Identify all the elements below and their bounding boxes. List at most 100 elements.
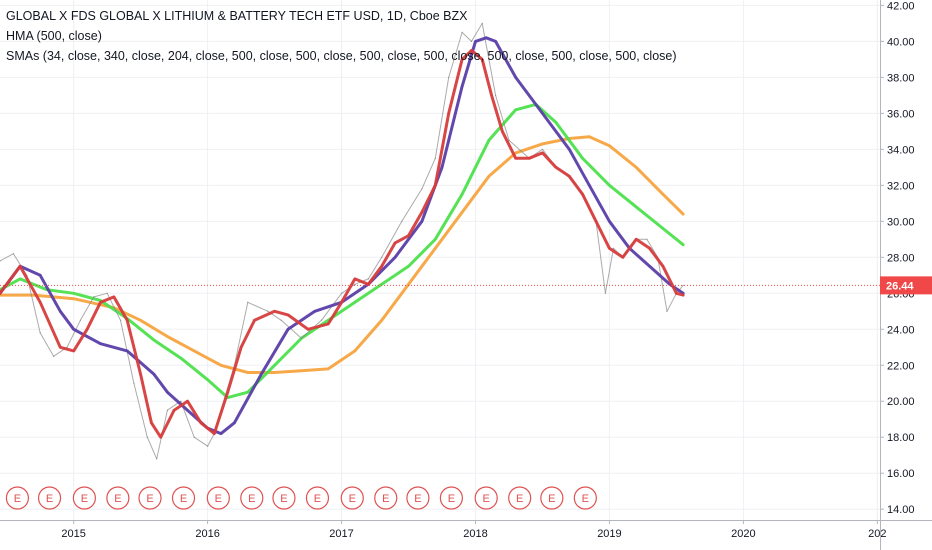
point-sma-red <box>380 265 383 268</box>
earnings-marker-label: E <box>382 493 389 505</box>
x-tick-label: 2016 <box>195 528 219 540</box>
point-sma-red <box>354 277 356 280</box>
point-hma-purple <box>588 184 591 187</box>
point-price <box>247 301 249 303</box>
point-price <box>0 260 1 262</box>
y-tick-label: 14.00 <box>887 504 915 516</box>
point-sma-orange <box>541 143 544 145</box>
last-price-badge <box>880 276 932 295</box>
point-sma-red <box>139 373 142 376</box>
point-hma-purple <box>485 36 488 39</box>
point-sma-red <box>595 220 597 223</box>
earnings-marker-circle <box>5 486 30 510</box>
earnings-marker-circle <box>374 486 398 510</box>
earnings-marker[interactable]: E <box>340 486 364 510</box>
point-hma-purple <box>394 256 397 259</box>
earnings-marker[interactable]: E <box>374 486 398 510</box>
sma-indicator-label[interactable]: SMAs (34, close, 340, close, 204, close,… <box>6 49 677 63</box>
earnings-marker-circle <box>106 486 130 510</box>
earnings-marker-circle <box>508 486 532 510</box>
point-sma-red <box>287 313 289 316</box>
earnings-marker-label: E <box>215 493 222 505</box>
point-sma-red <box>568 175 571 178</box>
point-sma-green <box>434 238 437 241</box>
point-sma-red <box>0 292 1 295</box>
point-sma-orange <box>220 364 222 367</box>
point-sma-red <box>675 292 678 295</box>
point-sma-green <box>461 193 464 196</box>
point-sma-orange <box>72 297 75 300</box>
point-hma-purple <box>494 40 497 43</box>
earnings-marker-circle <box>272 486 296 510</box>
earnings-marker-circle <box>72 486 96 510</box>
point-hma-purple <box>126 349 129 352</box>
point-sma-red <box>434 184 437 187</box>
earnings-marker[interactable]: E <box>37 486 62 510</box>
earnings-marker[interactable]: E <box>439 486 463 510</box>
point-sma-red <box>112 295 115 298</box>
earnings-marker-label: E <box>349 493 356 505</box>
point-price <box>488 58 490 60</box>
earnings-marker[interactable]: E <box>540 486 564 510</box>
point-sma-red <box>621 256 624 259</box>
earnings-marker[interactable]: E <box>240 486 264 510</box>
point-sma-orange <box>300 369 303 372</box>
earnings-marker[interactable]: E <box>138 486 162 510</box>
point-price <box>119 319 122 321</box>
point-sma-red <box>447 112 450 115</box>
point-sma-red <box>367 283 370 286</box>
earnings-marker[interactable]: E <box>272 486 296 510</box>
earnings-marker[interactable]: E <box>5 486 30 510</box>
point-sma-green <box>153 339 155 341</box>
point-sma-green <box>72 292 75 295</box>
point-sma-orange <box>273 371 276 374</box>
earnings-marker[interactable]: E <box>171 486 196 510</box>
point-price <box>52 355 55 357</box>
point-price <box>267 310 269 312</box>
point-hma-purple <box>220 432 222 435</box>
point-sma-green <box>407 265 410 268</box>
point-price <box>93 296 95 298</box>
earnings-marker-label: E <box>280 493 287 505</box>
earnings-marker[interactable]: E <box>106 486 130 510</box>
point-sma-red <box>541 152 544 154</box>
point-sma-red <box>86 328 88 331</box>
point-price <box>106 292 108 294</box>
chart-title[interactable]: GLOBAL X FDS GLOBAL X LITHIUM & BATTERY … <box>6 9 468 23</box>
point-sma-red <box>253 319 256 322</box>
point-hma-purple <box>166 391 169 394</box>
point-price <box>666 310 668 312</box>
point-sma-green <box>179 357 182 359</box>
earnings-marker[interactable]: E <box>573 486 597 510</box>
point-sma-green <box>273 364 276 367</box>
point-price <box>320 319 323 321</box>
point-hma-purple <box>313 310 316 313</box>
point-price <box>461 31 463 33</box>
point-sma-red <box>72 349 75 352</box>
y-tick-label: 16.00 <box>887 468 915 480</box>
point-price <box>481 22 483 24</box>
earnings-marker[interactable]: E <box>206 486 230 510</box>
earnings-marker[interactable]: E <box>406 486 430 510</box>
point-hma-purple <box>233 421 236 424</box>
earnings-marker[interactable]: E <box>72 486 96 510</box>
hma-indicator-label[interactable]: HMA (500, close) <box>6 29 102 43</box>
earnings-marker[interactable]: E <box>508 486 532 510</box>
earnings-marker[interactable]: E <box>474 486 498 510</box>
point-price <box>508 139 510 141</box>
point-price <box>193 436 195 438</box>
point-sma-green <box>487 139 490 142</box>
point-hma-purple <box>287 328 289 331</box>
point-price <box>207 445 209 447</box>
earnings-marker-label: E <box>180 493 187 505</box>
earnings-marker[interactable]: E <box>305 486 330 510</box>
y-tick-label: 20.00 <box>887 396 915 408</box>
point-price <box>448 76 450 78</box>
point-price <box>541 148 544 150</box>
point-sma-green <box>380 283 383 286</box>
earnings-marker-circle <box>138 486 162 510</box>
point-price <box>79 319 81 321</box>
point-sma-red <box>226 391 229 394</box>
point-sma-orange <box>166 335 169 338</box>
